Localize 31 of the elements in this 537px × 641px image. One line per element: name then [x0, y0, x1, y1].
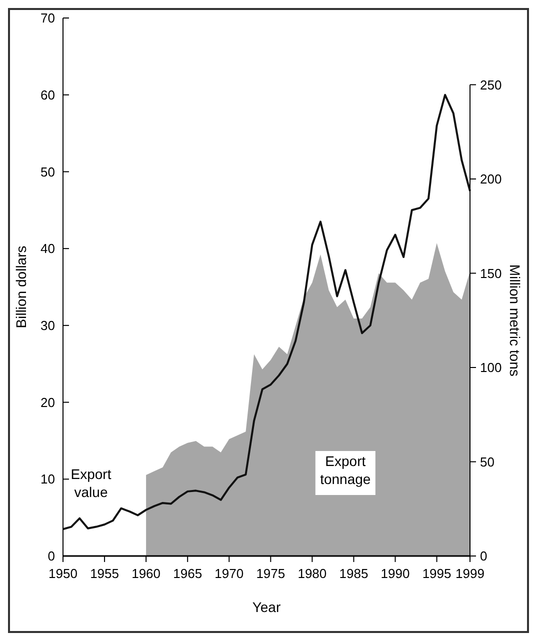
- y2-tick-label: 50: [480, 454, 494, 470]
- x-tick-label: 1950: [48, 566, 78, 581]
- x-tick-label: 1985: [339, 566, 368, 581]
- y2-tick-label: 150: [480, 266, 502, 281]
- x-tick-label: 1980: [298, 566, 327, 581]
- y-axis-title: Billion dollars: [13, 246, 29, 328]
- x-tick-label: 1970: [214, 566, 244, 581]
- y2-tick-label: 100: [480, 360, 502, 376]
- y-tick-label: 0: [48, 548, 55, 564]
- x-tick-label: 1990: [380, 566, 410, 581]
- x-tick-label: 1995: [422, 566, 452, 581]
- x-tick-label: 1975: [256, 566, 286, 581]
- y2-axis-title: Million metric tons: [507, 264, 523, 376]
- y-tick-label: 10: [40, 472, 55, 487]
- y2-tick-label: 200: [480, 172, 502, 187]
- y-tick-label: 30: [40, 318, 55, 333]
- series-label: Export value: [70, 466, 112, 500]
- x-tick-label: 1965: [173, 566, 202, 581]
- series-label: Export tonnage: [320, 453, 371, 487]
- y-tick-label: 60: [40, 87, 55, 102]
- x-tick-label: 1999: [456, 566, 484, 581]
- x-axis-title: Year: [252, 599, 281, 615]
- x-tick-label: 1955: [90, 566, 119, 581]
- x-tick-label: 1960: [132, 566, 161, 581]
- y-tick-label: 40: [40, 241, 55, 256]
- line-series: [62, 94, 471, 530]
- y-tick-label: 50: [40, 164, 55, 180]
- y2-tick-label: 0: [480, 548, 488, 564]
- y-tick-label: 70: [40, 10, 55, 26]
- y2-tick-label: 250: [480, 77, 502, 92]
- y-tick-label: 20: [40, 394, 55, 410]
